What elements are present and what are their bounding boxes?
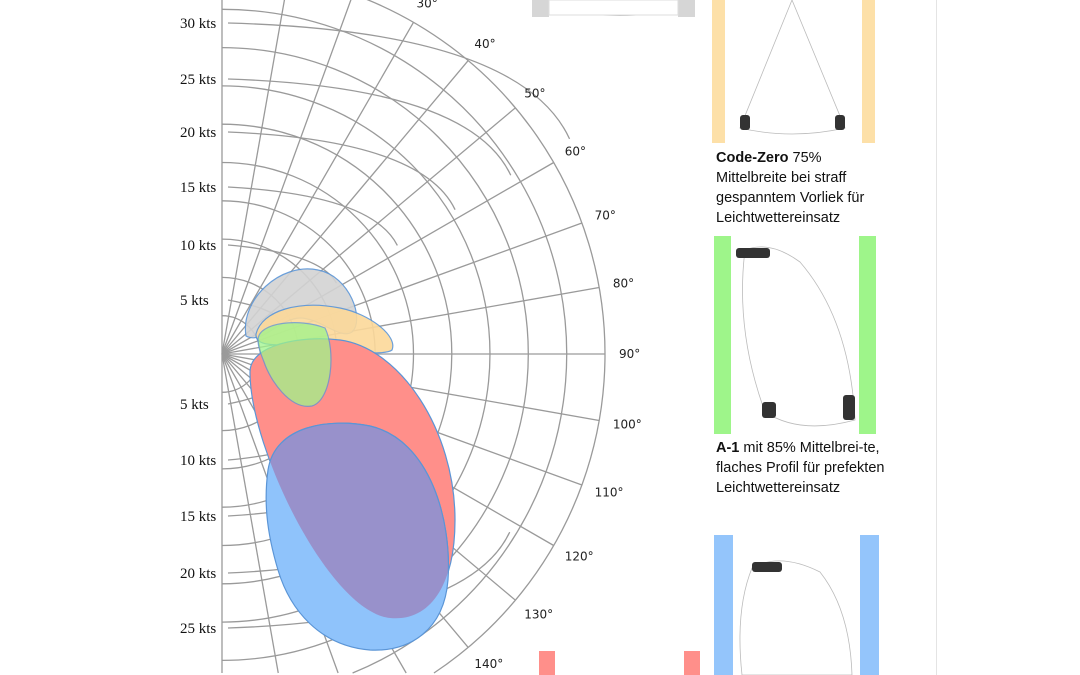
angle-label: 120° xyxy=(565,550,594,564)
sail-corner-patch xyxy=(752,562,782,572)
a1-thumbnail xyxy=(714,236,876,434)
speed-label: 15 kts xyxy=(180,509,216,525)
color-bar xyxy=(532,0,549,17)
sail-areas xyxy=(244,268,456,651)
angle-label: 40° xyxy=(474,37,495,51)
color-bar xyxy=(678,0,695,17)
divider xyxy=(936,0,937,675)
a1-sail-area xyxy=(257,322,332,407)
angle-label: 60° xyxy=(565,145,586,159)
speed-label: 25 kts xyxy=(180,72,216,88)
a1-caption: A-1 mit 85% Mittelbrei-te, flaches Profi… xyxy=(716,438,891,498)
sail-corner-patch xyxy=(835,115,845,130)
speed-label: 10 kts xyxy=(180,238,216,254)
angle-label: 130° xyxy=(524,607,553,621)
speed-label: 5 kts xyxy=(180,397,209,413)
color-bar xyxy=(712,0,725,143)
sail-outline xyxy=(739,560,853,675)
sail-corner-patch xyxy=(843,395,855,420)
color-bar xyxy=(859,236,876,434)
a1-text: mit 85% Mittelbrei-te, flaches Profil fü… xyxy=(716,440,885,496)
angle-label: 140° xyxy=(474,657,503,671)
angle-label: 50° xyxy=(524,87,545,101)
blue-sail-thumbnail xyxy=(714,535,879,675)
angle-label: 110° xyxy=(595,486,624,500)
color-bar xyxy=(714,236,731,434)
speed-contour xyxy=(227,78,512,176)
red-sail-thumbnail xyxy=(539,651,700,675)
speed-label: 25 kts xyxy=(180,621,216,637)
speed-label: 20 kts xyxy=(180,566,216,582)
sail-corner-patch xyxy=(762,402,776,418)
speed-label: 10 kts xyxy=(180,453,216,469)
speed-contour xyxy=(227,131,456,210)
angle-label: 100° xyxy=(613,417,642,431)
color-bar xyxy=(860,535,879,675)
color-bar xyxy=(862,0,875,143)
angle-label: 70° xyxy=(595,208,616,222)
code-zero-thumbnail xyxy=(712,0,875,143)
gray-sail-frame xyxy=(548,0,679,16)
color-bar xyxy=(684,651,700,675)
sail-outline xyxy=(742,246,856,427)
grid-arc xyxy=(366,0,606,674)
code-zero-caption: Code-Zero 75% Mittelbreite bei straff ge… xyxy=(716,148,896,228)
grid-arc xyxy=(221,8,568,674)
color-bar xyxy=(714,535,733,675)
speed-contour xyxy=(227,22,571,140)
angle-label: 90° xyxy=(619,347,640,361)
speed-contour xyxy=(227,186,398,246)
sail-corner-patch xyxy=(740,115,750,130)
angle-label: 30° xyxy=(417,0,438,10)
angle-label: 80° xyxy=(613,277,634,291)
color-bar xyxy=(539,651,555,675)
speed-label: 5 kts xyxy=(180,293,209,309)
sail-outline xyxy=(739,0,846,135)
a1-title: A-1 xyxy=(716,440,740,456)
radial-line xyxy=(221,353,279,674)
speed-label: 20 kts xyxy=(180,125,216,141)
code-zero-title: Code-Zero xyxy=(716,150,789,166)
speed-label: 30 kts xyxy=(180,16,216,32)
sail-corner-patch xyxy=(736,248,770,258)
code-zero-text: 75% Mittelbreite bei straff gespanntem V… xyxy=(716,150,865,226)
speed-label: 15 kts xyxy=(180,180,216,196)
